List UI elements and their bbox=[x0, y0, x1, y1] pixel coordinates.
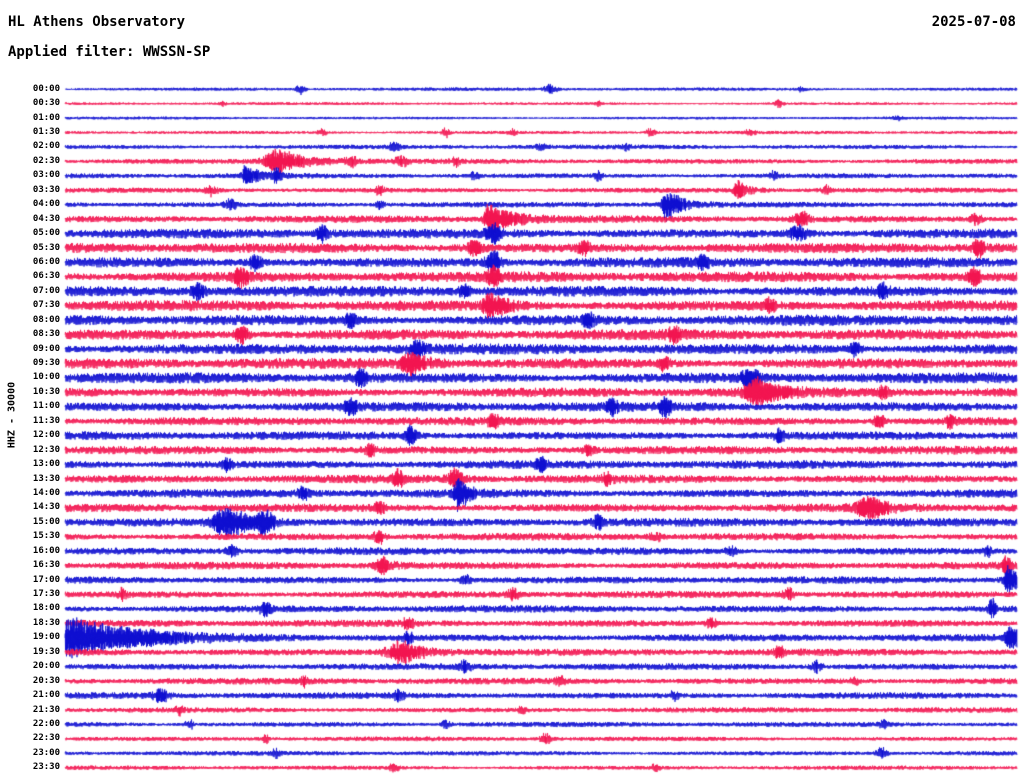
time-label: 18:00 bbox=[32, 603, 60, 614]
date-label: 2025-07-08 bbox=[931, 14, 1016, 30]
time-label: 05:30 bbox=[32, 242, 60, 253]
time-label: 20:30 bbox=[32, 675, 60, 686]
time-label: 19:30 bbox=[32, 646, 60, 657]
time-label: 01:00 bbox=[32, 112, 60, 123]
time-label: 21:30 bbox=[32, 704, 60, 715]
time-label: 15:00 bbox=[32, 516, 60, 527]
time-label: 23:00 bbox=[32, 747, 60, 758]
time-label: 07:00 bbox=[32, 285, 60, 296]
time-label: 03:30 bbox=[32, 184, 60, 195]
time-label: 22:00 bbox=[32, 718, 60, 729]
time-label: 10:00 bbox=[32, 372, 60, 383]
time-label: 06:30 bbox=[32, 271, 60, 282]
time-label: 10:30 bbox=[32, 386, 60, 397]
time-label: 23:30 bbox=[32, 762, 60, 773]
time-label: 12:30 bbox=[32, 444, 60, 455]
time-label: 22:30 bbox=[32, 733, 60, 744]
time-label: 11:00 bbox=[32, 401, 60, 412]
time-label: 12:00 bbox=[32, 430, 60, 441]
time-label: 20:00 bbox=[32, 661, 60, 672]
time-label: 13:00 bbox=[32, 459, 60, 470]
time-label: 04:00 bbox=[32, 199, 60, 210]
page-title: HL Athens Observatory bbox=[8, 14, 186, 30]
time-label: 09:30 bbox=[32, 358, 60, 369]
time-label: 00:00 bbox=[32, 83, 60, 94]
time-label: 02:30 bbox=[32, 155, 60, 166]
time-label: 17:00 bbox=[32, 574, 60, 585]
time-label: 08:00 bbox=[32, 314, 60, 325]
time-label: 03:00 bbox=[32, 170, 60, 181]
header: HL Athens Observatory 2025-07-08 bbox=[8, 14, 1016, 30]
time-label: 02:00 bbox=[32, 141, 60, 152]
time-label: 09:00 bbox=[32, 343, 60, 354]
time-label: 13:30 bbox=[32, 473, 60, 484]
time-label: 00:30 bbox=[32, 98, 60, 109]
time-label: 16:00 bbox=[32, 545, 60, 556]
time-label: 05:00 bbox=[32, 228, 60, 239]
filter-label: Applied filter: WWSSN-SP bbox=[8, 44, 211, 60]
time-label: 14:30 bbox=[32, 502, 60, 513]
time-label: 11:30 bbox=[32, 415, 60, 426]
time-label: 01:30 bbox=[32, 127, 60, 138]
time-label: 18:30 bbox=[32, 617, 60, 628]
time-label: 08:30 bbox=[32, 329, 60, 340]
time-label: 07:30 bbox=[32, 300, 60, 311]
time-label: 19:00 bbox=[32, 632, 60, 643]
time-label: 17:30 bbox=[32, 589, 60, 600]
time-label: 21:00 bbox=[32, 690, 60, 701]
time-label: 16:30 bbox=[32, 560, 60, 571]
time-label: 14:00 bbox=[32, 487, 60, 498]
time-label: 04:30 bbox=[32, 213, 60, 224]
time-label: 06:00 bbox=[32, 256, 60, 267]
time-label: 15:30 bbox=[32, 531, 60, 542]
